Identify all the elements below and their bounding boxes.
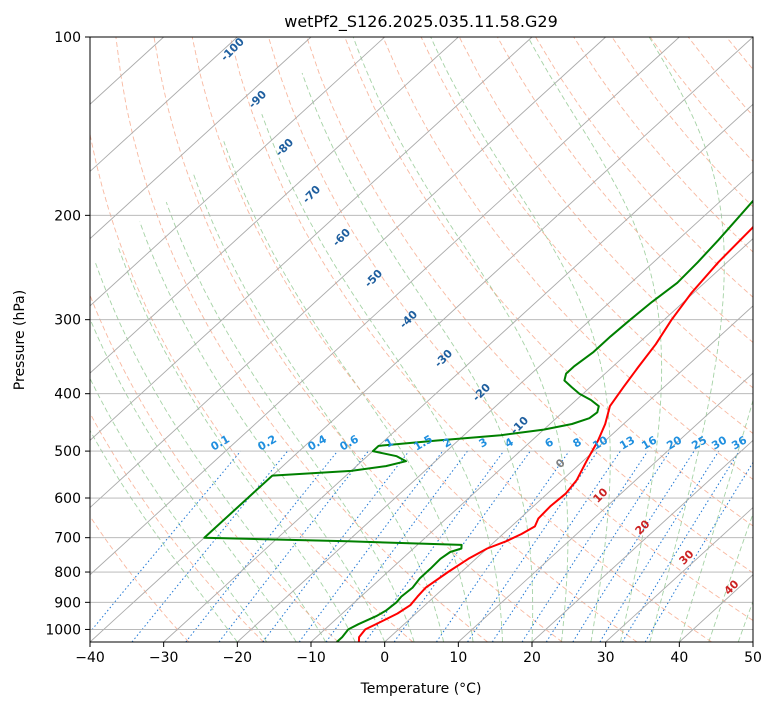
dry-adiabat-line xyxy=(535,37,753,298)
plot-frame xyxy=(89,36,754,643)
x-tick-label: 20 xyxy=(523,650,541,666)
mixing-ratio-line xyxy=(185,450,338,642)
x-tick-label: 40 xyxy=(670,650,688,666)
moist-adiabat-line xyxy=(90,377,268,642)
moist-adiabat-line xyxy=(192,173,445,642)
x-tick-label: 0 xyxy=(380,650,389,666)
temperature-profile-line xyxy=(357,225,753,642)
dry-adiabat-line xyxy=(115,37,488,642)
x-tick-label: −20 xyxy=(223,650,253,666)
isotherm-line xyxy=(384,305,753,642)
x-axis-label: Temperature (°C) xyxy=(360,681,482,697)
dry-adiabat-line xyxy=(229,37,712,642)
isotherm-line xyxy=(90,37,459,374)
moist-adiabat-line xyxy=(430,37,611,642)
mixing-ratio-line xyxy=(521,450,649,642)
mixing-ratio-line xyxy=(131,450,288,642)
isotherm-line xyxy=(90,37,238,173)
moist-adiabat-line xyxy=(648,37,725,642)
isotherm-line xyxy=(310,238,753,642)
isotherm-line xyxy=(90,37,606,509)
mixing-ratio-line xyxy=(467,450,599,642)
x-tick-label: 30 xyxy=(597,650,615,666)
dry-adiabat-line xyxy=(306,37,753,574)
isotherm-line xyxy=(90,37,680,576)
y-tick-label: 100 xyxy=(54,30,81,46)
moist-adiabat-line xyxy=(90,429,238,642)
dry-adiabat-line xyxy=(191,37,638,642)
moist-adiabat-line xyxy=(678,398,753,642)
isotherm-line xyxy=(90,37,312,240)
isotherm-line xyxy=(531,439,753,642)
y-tick-label: 300 xyxy=(54,313,81,329)
dry-adiabat-line xyxy=(497,37,753,343)
mixing-ratio-line xyxy=(325,450,468,642)
y-tick-label: 500 xyxy=(54,444,81,460)
dry-adiabat-line xyxy=(420,37,753,435)
sounding-profiles xyxy=(203,199,753,642)
x-tick-label: 10 xyxy=(449,650,467,666)
moist-adiabat-line xyxy=(165,201,415,642)
y-tick-label: 700 xyxy=(54,531,81,547)
x-tick-label: −40 xyxy=(75,650,105,666)
y-tick-label: 1000 xyxy=(45,622,81,638)
x-tick-label: −30 xyxy=(149,650,179,666)
isotherm-line xyxy=(163,103,753,642)
dry-adiabat-line xyxy=(153,37,563,642)
mixing-ratio-line xyxy=(90,450,242,633)
mixing-ratio-line xyxy=(621,450,740,642)
y-tick-label: 400 xyxy=(54,387,81,403)
y-tick-label: 900 xyxy=(54,595,81,611)
moist-adiabat-line xyxy=(527,37,663,642)
skewed-isotherms xyxy=(90,37,753,642)
mixing-ratio-lines xyxy=(90,450,753,642)
mixing-ratio-line xyxy=(545,450,671,642)
y-axis: 100 200 300 400 500 600 700 800 900 1000 xyxy=(45,30,90,638)
moist-adiabats xyxy=(90,37,753,642)
moist-adiabat-line xyxy=(139,221,386,642)
moist-adiabat-line xyxy=(90,317,297,642)
moist-adiabat-line xyxy=(352,37,569,642)
moist-adiabat-line xyxy=(261,114,503,642)
chart-title: wetPf2_S126.2025.035.11.58.G29 xyxy=(284,12,558,32)
x-tick-label: −10 xyxy=(296,650,326,666)
mixing-ratio-line xyxy=(298,450,444,642)
isotherm-line xyxy=(90,37,753,642)
isotherm-line xyxy=(90,37,533,441)
y-tick-label: 800 xyxy=(54,565,81,581)
mixing-ratio-line xyxy=(364,450,505,642)
x-axis: −40 −30 −20 −10 0 10 20 30 40 50 xyxy=(75,642,762,666)
pressure-gridlines xyxy=(90,37,753,630)
moist-adiabat-line xyxy=(117,245,356,642)
mixing-ratio-line xyxy=(491,450,621,642)
isotherm-line xyxy=(458,372,753,642)
dry-adiabat-line xyxy=(90,412,264,642)
y-tick-label: 200 xyxy=(54,208,81,224)
moist-adiabat-line xyxy=(94,262,327,642)
dewpoint-profile-line xyxy=(203,199,753,642)
y-tick-label: 600 xyxy=(54,491,81,507)
y-axis-label: Pressure (hPa) xyxy=(12,290,28,390)
isotherm-line xyxy=(90,37,385,307)
isotherm-line xyxy=(605,506,753,642)
dry-adiabat-line xyxy=(268,37,753,621)
mixing-ratio-line xyxy=(572,450,695,642)
mixing-ratio-line xyxy=(435,450,570,642)
mixing-ratio-line xyxy=(262,450,410,642)
x-tick-label: 50 xyxy=(744,650,762,666)
moist-adiabat-line xyxy=(301,72,534,642)
